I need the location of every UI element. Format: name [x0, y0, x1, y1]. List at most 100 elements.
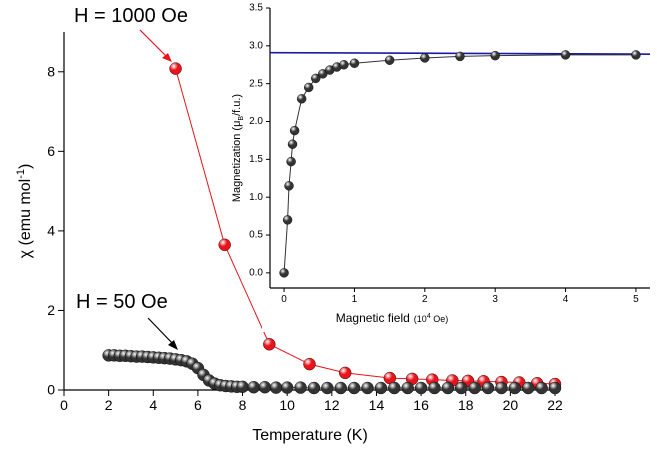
data-point: [420, 53, 430, 63]
annotation: H = 50 Oe: [76, 291, 168, 313]
arrow-head: [162, 53, 172, 62]
x-tick-label: 16: [413, 397, 429, 413]
y-tick-label: 3.5: [249, 3, 263, 14]
data-point: [361, 381, 374, 395]
data-point: [258, 381, 272, 394]
data-point: [508, 381, 522, 395]
data-point: [284, 181, 294, 191]
arrow: [147, 317, 176, 347]
data-point: [495, 381, 508, 395]
data-point: [339, 60, 349, 70]
label-part: Magnetic field: [336, 311, 410, 325]
data-point: [481, 381, 495, 395]
data-point: [468, 381, 481, 395]
data-point: [384, 55, 395, 65]
x-tick-label: 1: [352, 294, 358, 305]
data-point: [522, 381, 535, 395]
data-point: [334, 381, 347, 395]
y-tick-label: 2.0: [249, 116, 263, 127]
data-point: [304, 82, 314, 93]
data-point: [263, 338, 276, 351]
inset-background: [262, 2, 655, 332]
arrow: [139, 29, 171, 61]
x-tick-label: 14: [369, 397, 385, 413]
x-tick-label: 12: [324, 397, 340, 413]
x-tick-label: 18: [458, 397, 474, 413]
x-tick-label: 4: [563, 294, 569, 305]
data-point: [287, 139, 298, 149]
y-tick-label: 0.0: [249, 268, 263, 279]
data-point: [303, 357, 316, 371]
data-point: [388, 381, 401, 395]
data-point: [428, 381, 441, 395]
data-point: [374, 381, 388, 395]
data-point: [169, 62, 182, 75]
x-axis-label: Magnetic field (104 Oe): [336, 311, 448, 325]
data-point: [311, 73, 321, 84]
x-axis-label: Temperature (K): [252, 427, 368, 444]
y-tick-label: 1.5: [249, 154, 263, 165]
label-part: 4: [427, 313, 431, 320]
inset-plot: 0 1 2 3 4 5 0.0 0.5 1.0 1.5 2.0 2.5 3.0 3.5: [249, 3, 651, 305]
y-tick-label: 1.0: [249, 192, 263, 203]
data-point: [414, 381, 428, 395]
data-point: [279, 268, 289, 278]
label-part: B: [238, 116, 245, 121]
data-point: [631, 50, 641, 60]
data-point: [490, 50, 500, 61]
data-point: [455, 381, 468, 395]
data-point: [286, 156, 296, 167]
data-point: [321, 381, 334, 395]
x-tick-label: 10: [279, 397, 295, 413]
x-tick-label: 6: [194, 397, 202, 413]
y-axis-label: χ (emu mol-1): [15, 164, 34, 259]
y-tick-label: 0.5: [249, 230, 263, 241]
data-point: [280, 381, 294, 394]
label-part: Oe): [431, 314, 449, 324]
x-tick-label: 8: [239, 397, 247, 413]
label-part: χ (emu mol: [17, 179, 34, 259]
y-tick-label: 6: [47, 143, 55, 159]
label-part: -1: [15, 169, 27, 179]
data-point: [294, 381, 307, 394]
x-tick-label: 20: [503, 397, 519, 413]
data-point: [441, 381, 455, 395]
x-tick-label: 0: [60, 397, 68, 413]
x-tick-label: 3: [492, 294, 498, 305]
y-tick-label: 3.0: [249, 41, 263, 52]
data-point: [401, 381, 414, 395]
data-point: [296, 94, 307, 104]
data-point: [282, 215, 293, 225]
data-point: [307, 381, 321, 395]
y-tick-label: 2: [47, 302, 55, 318]
data-point: [218, 238, 231, 252]
data-point: [455, 51, 465, 62]
data-point: [289, 125, 300, 136]
x-tick-label: 2: [105, 397, 113, 413]
data-point: [347, 381, 361, 395]
label-part: ): [17, 164, 34, 169]
data-point: [548, 381, 562, 395]
arrow-head: [168, 340, 178, 350]
data-point: [269, 381, 283, 394]
data-point: [349, 58, 360, 68]
annotation: H = 1000 Oe: [74, 5, 188, 27]
data-point: [560, 50, 571, 60]
y-tick-label: 2.5: [249, 78, 263, 89]
y-axis-label: Magnetization (μB/f.u.): [231, 94, 245, 202]
data-point: [247, 381, 260, 394]
y-tick-label: 8: [47, 63, 55, 79]
data-point: [535, 381, 548, 395]
x-tick-label: 0: [281, 294, 287, 305]
x-tick-label: 2: [422, 294, 428, 305]
data-point: [339, 366, 352, 380]
y-tick-label: 4: [47, 222, 55, 238]
x-tick-label: 4: [149, 397, 157, 413]
label-part: /f.u.): [231, 94, 243, 116]
data-point: [236, 380, 249, 394]
x-tick-label: 22: [547, 397, 563, 413]
label-part: Magnetization (μ: [231, 121, 243, 203]
